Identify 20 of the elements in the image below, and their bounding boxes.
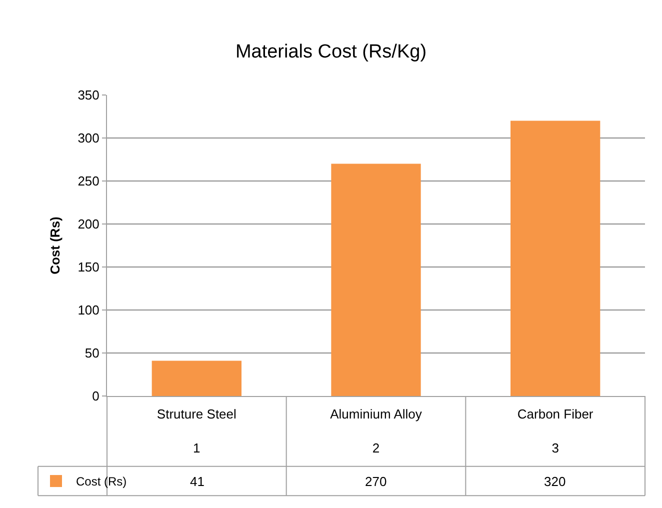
bar: [152, 360, 242, 396]
y-tick-label: 300: [78, 130, 100, 146]
bar: [510, 120, 600, 396]
category-label: Struture Steel 1: [156, 406, 236, 456]
category-label: Aluminium Alloy 2: [330, 406, 422, 456]
data-label: 270: [365, 474, 387, 489]
data-label: 320: [544, 474, 566, 489]
category-label: Carbon Fiber 3: [517, 406, 594, 456]
legend-label: Cost (Rs): [76, 474, 127, 489]
bar: [331, 164, 421, 396]
y-tick-label: 350: [78, 88, 100, 103]
y-tick-label: 50: [84, 346, 100, 361]
chart-title: Materials Cost (Rs/Kg): [235, 41, 427, 62]
y-tick-label: 0: [92, 388, 100, 404]
y-tick-label: 100: [78, 302, 100, 318]
y-axis-title: Cost (Rs): [48, 216, 63, 274]
y-tick-label: 150: [78, 260, 100, 275]
y-tick-label: 250: [78, 174, 100, 189]
data-label: 41: [190, 474, 204, 489]
y-tick-label: 200: [78, 216, 100, 232]
